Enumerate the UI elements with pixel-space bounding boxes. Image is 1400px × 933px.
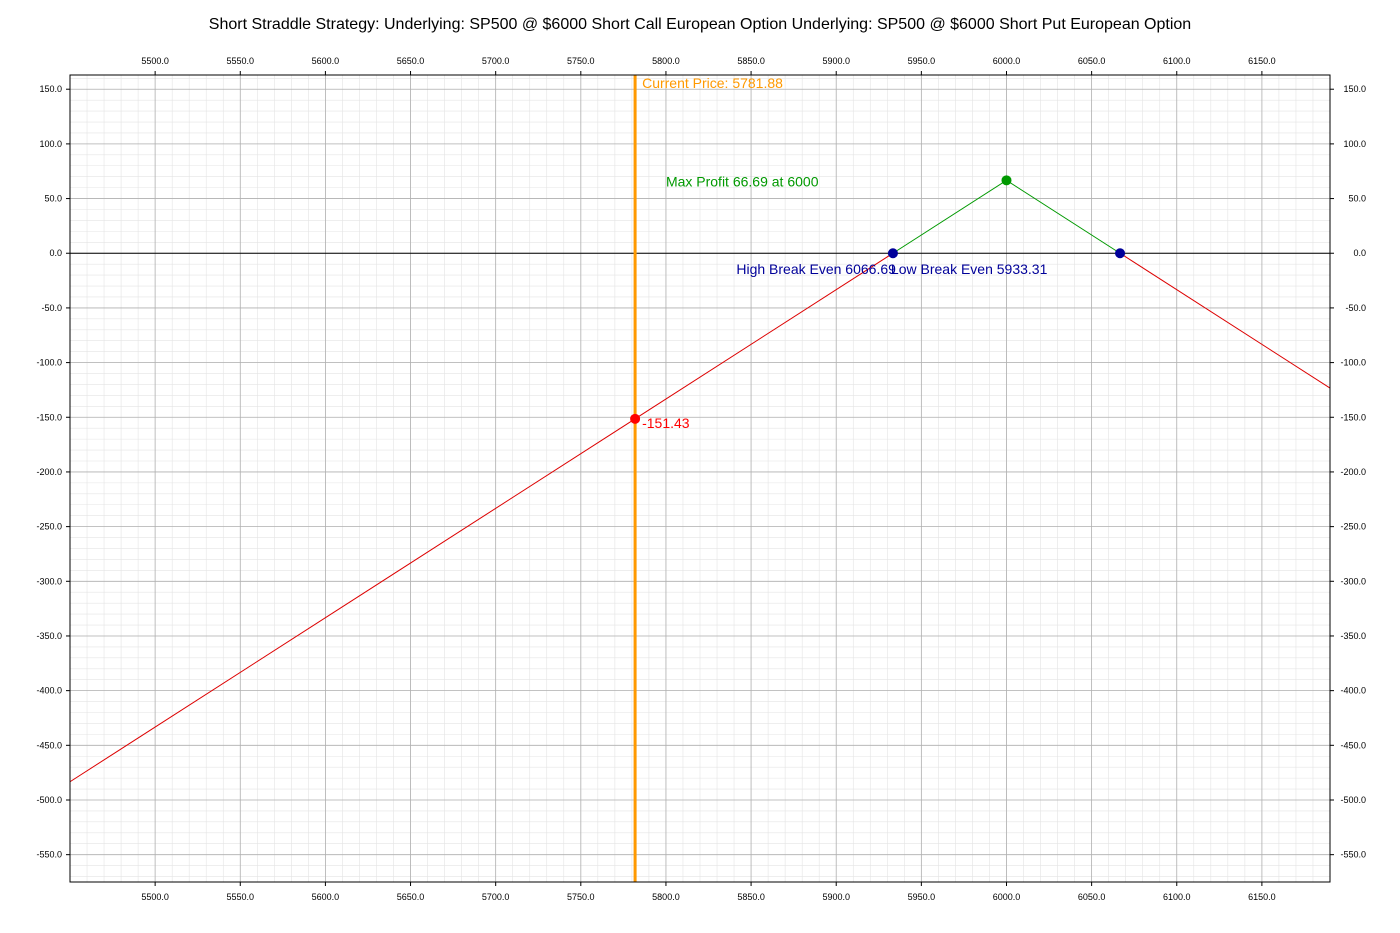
y-tick-label-right: -50.0: [1345, 303, 1366, 313]
x-tick-label-bottom: 5900.0: [822, 892, 850, 902]
x-tick-label-bottom: 6000.0: [993, 892, 1021, 902]
x-tick-label-top: 6100.0: [1163, 56, 1191, 66]
y-tick-label-right: -300.0: [1340, 576, 1366, 586]
minor-grid: [69, 75, 1331, 882]
axis-ticks: 5500.0 5500.0 5550.0 5550.0 5600.0 5600.0 5650…: [36, 56, 1366, 902]
x-tick-label-top: 6000.0: [993, 56, 1021, 66]
x-tick-label-top: 5700.0: [482, 56, 510, 66]
x-tick-label-bottom: 6150.0: [1248, 892, 1276, 902]
x-tick-label-bottom: 5650.0: [397, 892, 425, 902]
y-tick-label-right: 150.0: [1343, 84, 1366, 94]
x-tick-label-bottom: 6050.0: [1078, 892, 1106, 902]
chart-title: Short Straddle Strategy: Underlying: SP5…: [209, 16, 1191, 33]
y-tick-label-right: -550.0: [1340, 850, 1366, 860]
y-tick-label-left: -50.0: [41, 303, 62, 313]
x-tick-label-bottom: 5600.0: [312, 892, 340, 902]
break-even-marker: [887, 248, 898, 259]
current-point-marker: [630, 413, 641, 424]
series-line-loss-left: [69, 252, 894, 783]
x-tick-label-bottom: 5550.0: [227, 892, 255, 902]
x-tick-label-top: 6150.0: [1248, 56, 1276, 66]
annotation-labels: Current Price: 5781.88 -151.43 Max Profit …: [642, 75, 1047, 431]
x-tick-label-bottom: 5750.0: [567, 892, 595, 902]
x-tick-label-bottom: 5850.0: [737, 892, 765, 902]
x-tick-label-top: 5500.0: [141, 56, 169, 66]
y-tick-label-left: -450.0: [36, 740, 62, 750]
x-tick-label-top: 5900.0: [822, 56, 850, 66]
x-tick-label-top: 5800.0: [652, 56, 680, 66]
y-tick-label-left: 150.0: [39, 84, 62, 94]
max-profit-label: Max Profit 66.69 at 6000: [666, 173, 819, 189]
y-tick-label-left: 0.0: [49, 248, 62, 258]
y-tick-label-left: -250.0: [36, 522, 62, 532]
series-line-loss-right: [1119, 252, 1331, 389]
y-tick-label-left: 100.0: [39, 139, 62, 149]
max-profit-marker: [1001, 175, 1012, 186]
y-tick-label-right: 100.0: [1343, 139, 1366, 149]
y-tick-label-left: -350.0: [36, 631, 62, 641]
x-tick-label-top: 5600.0: [312, 56, 340, 66]
y-tick-label-left: -400.0: [36, 686, 62, 696]
x-tick-label-top: 5750.0: [567, 56, 595, 66]
y-tick-label-left: -100.0: [36, 358, 62, 368]
x-tick-label-bottom: 6100.0: [1163, 892, 1191, 902]
y-tick-label-right: -100.0: [1340, 358, 1366, 368]
y-tick-label-left: -500.0: [36, 795, 62, 805]
annotation-markers: [630, 175, 1126, 424]
y-tick-label-left: -200.0: [36, 467, 62, 477]
x-tick-label-bottom: 5500.0: [141, 892, 169, 902]
major-grid: [70, 75, 1330, 882]
y-tick-label-right: -200.0: [1340, 467, 1366, 477]
y-tick-label-right: 50.0: [1348, 194, 1366, 204]
x-tick-label-top: 5950.0: [908, 56, 936, 66]
x-tick-label-bottom: 5800.0: [652, 892, 680, 902]
current-point-label: -151.43: [642, 415, 690, 431]
y-tick-label-left: -550.0: [36, 850, 62, 860]
high-break-even-label: High Break Even 6066.69: [736, 261, 896, 277]
y-tick-label-right: -250.0: [1340, 522, 1366, 532]
y-tick-label-right: -500.0: [1340, 795, 1366, 805]
y-tick-label-left: -300.0: [36, 576, 62, 586]
x-tick-label-bottom: 5950.0: [908, 892, 936, 902]
x-tick-label-top: 5650.0: [397, 56, 425, 66]
x-tick-label-bottom: 5700.0: [482, 892, 510, 902]
y-tick-label-right: -350.0: [1340, 631, 1366, 641]
x-tick-label-top: 5850.0: [737, 56, 765, 66]
x-tick-label-top: 5550.0: [227, 56, 255, 66]
y-tick-label-right: 0.0: [1353, 248, 1366, 258]
y-tick-label-left: 50.0: [44, 194, 62, 204]
current-price-label: Current Price: 5781.88: [642, 75, 783, 91]
y-tick-label-right: -450.0: [1340, 740, 1366, 750]
y-tick-label-left: -150.0: [36, 412, 62, 422]
y-tick-label-right: -150.0: [1340, 412, 1366, 422]
y-tick-label-right: -400.0: [1340, 686, 1366, 696]
low-break-even-label: Low Break Even 5933.31: [891, 261, 1048, 277]
plot-frame: [69, 74, 1331, 883]
x-tick-label-top: 6050.0: [1078, 56, 1106, 66]
break-even-marker: [1115, 248, 1126, 259]
